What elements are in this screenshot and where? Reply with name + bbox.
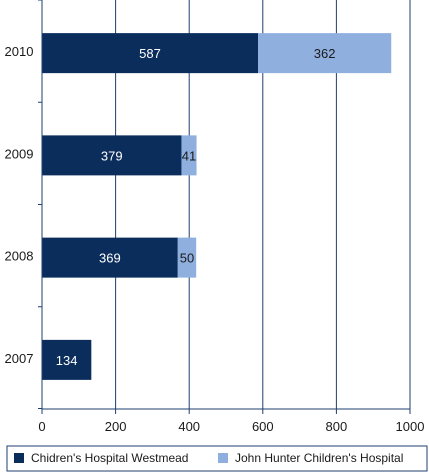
legend-swatch-series-0 [14,453,24,463]
x-tick-label: 0 [38,419,45,434]
legend-box [6,445,428,472]
bars [42,33,392,380]
bar-2008-series-1 [177,237,197,278]
data-label-2010-series-1: 362 [314,46,336,61]
y-tick-label: 2010 [5,44,34,59]
x-tick-label: 800 [326,419,348,434]
legend: Chidren's Hospital Westmead John Hunter C… [6,445,428,472]
bar-2009-series-1 [181,135,197,176]
y-tick-label: 2007 [5,351,34,366]
bar-2010-series-1 [258,33,392,74]
data-label-2009-series-0: 379 [101,148,123,163]
bar-2008-series-0 [42,237,178,278]
data-label-2010-series-0: 587 [139,46,161,61]
legend-label-series-1: John Hunter Children's Hospital [235,451,403,465]
bar-2010-series-0 [42,33,259,74]
data-label-2007-series-0: 134 [56,353,78,368]
x-tick-label: 1000 [396,419,425,434]
bar-2009-series-0 [42,135,182,176]
y-tick-label: 2009 [5,146,34,161]
legend-label-series-0: Chidren's Hospital Westmead [31,451,188,465]
data-label-2009-series-1: 41 [182,148,196,163]
axes [38,0,411,414]
x-tick-label: 200 [105,419,127,434]
labels: 587 362 2010 379 41 2009 369 50 2008 134 2007 0 200 4… [5,44,425,434]
x-tick-label: 400 [178,419,200,434]
data-label-2008-series-1: 50 [180,251,194,266]
x-tick-label: 600 [252,419,274,434]
legend-swatch-series-1 [218,453,228,463]
y-tick-label: 2008 [5,249,34,264]
bar-2007-series-0 [42,339,92,380]
data-label-2008-series-0: 369 [99,251,121,266]
